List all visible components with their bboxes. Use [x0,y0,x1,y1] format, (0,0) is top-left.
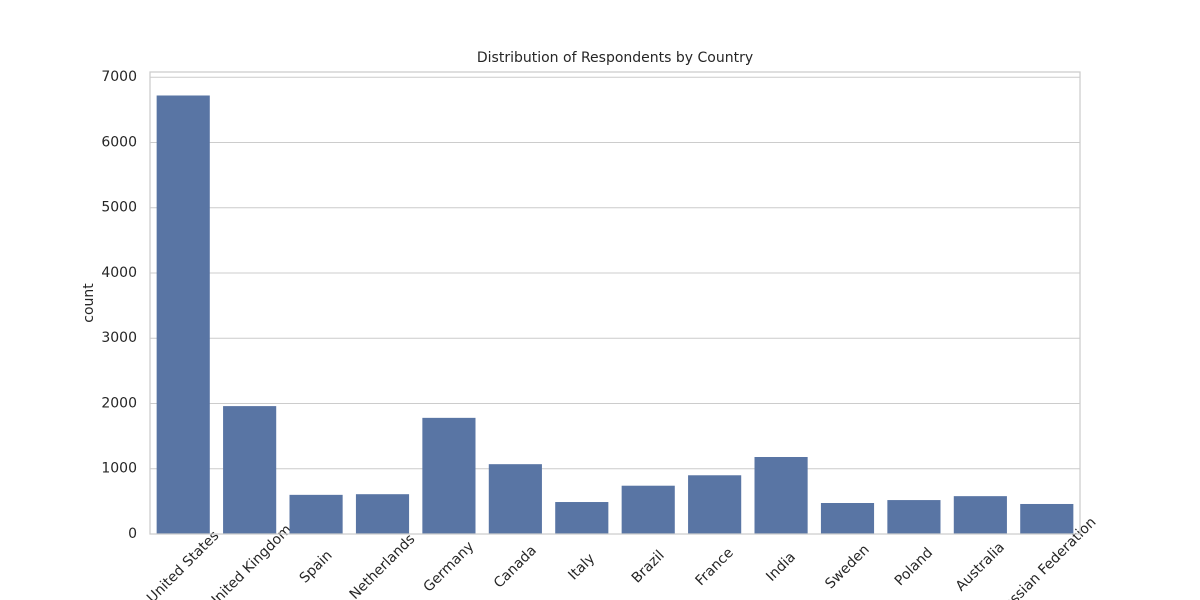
x-tick-label: Brazil [629,548,668,587]
y-tick-label: 4000 [101,265,137,281]
y-tick-label: 2000 [101,395,137,411]
bar [289,494,343,534]
bar [953,496,1007,534]
x-tick-label: Italy [565,551,598,584]
x-tick-label: India [763,549,799,585]
x-tick-label: Spain [297,548,336,587]
x-tick-label: Australia [953,539,1008,594]
bar [355,494,410,534]
x-tick-label: Germany [421,539,478,596]
plot-frame [149,71,1081,535]
x-tick-label: Canada [491,543,540,592]
x-tick-label: Sweden [822,542,872,592]
bar [887,500,941,534]
bar [223,406,277,534]
y-tick-label: 1000 [101,461,137,477]
bar [688,475,742,534]
bar [621,485,675,534]
x-tick-label: France [693,545,737,589]
y-tick-label: 5000 [101,200,137,216]
chart-title: Distribution of Respondents by Country [477,50,753,66]
bar [555,502,609,534]
y-axis-label: count [81,283,97,323]
y-tick-label: 6000 [101,134,137,150]
bar [1020,503,1074,534]
bar [488,464,542,534]
x-tick-label: Poland [892,545,936,589]
y-tick-label: 7000 [101,69,137,85]
bar [754,457,808,534]
bar [422,417,476,534]
bar [820,503,875,534]
y-tick-label: 0 [128,526,137,542]
x-tick-label: United States [144,528,222,600]
bar [156,95,210,535]
x-tick-label: Netherlands [347,531,419,600]
y-tick-label: 3000 [101,330,137,346]
